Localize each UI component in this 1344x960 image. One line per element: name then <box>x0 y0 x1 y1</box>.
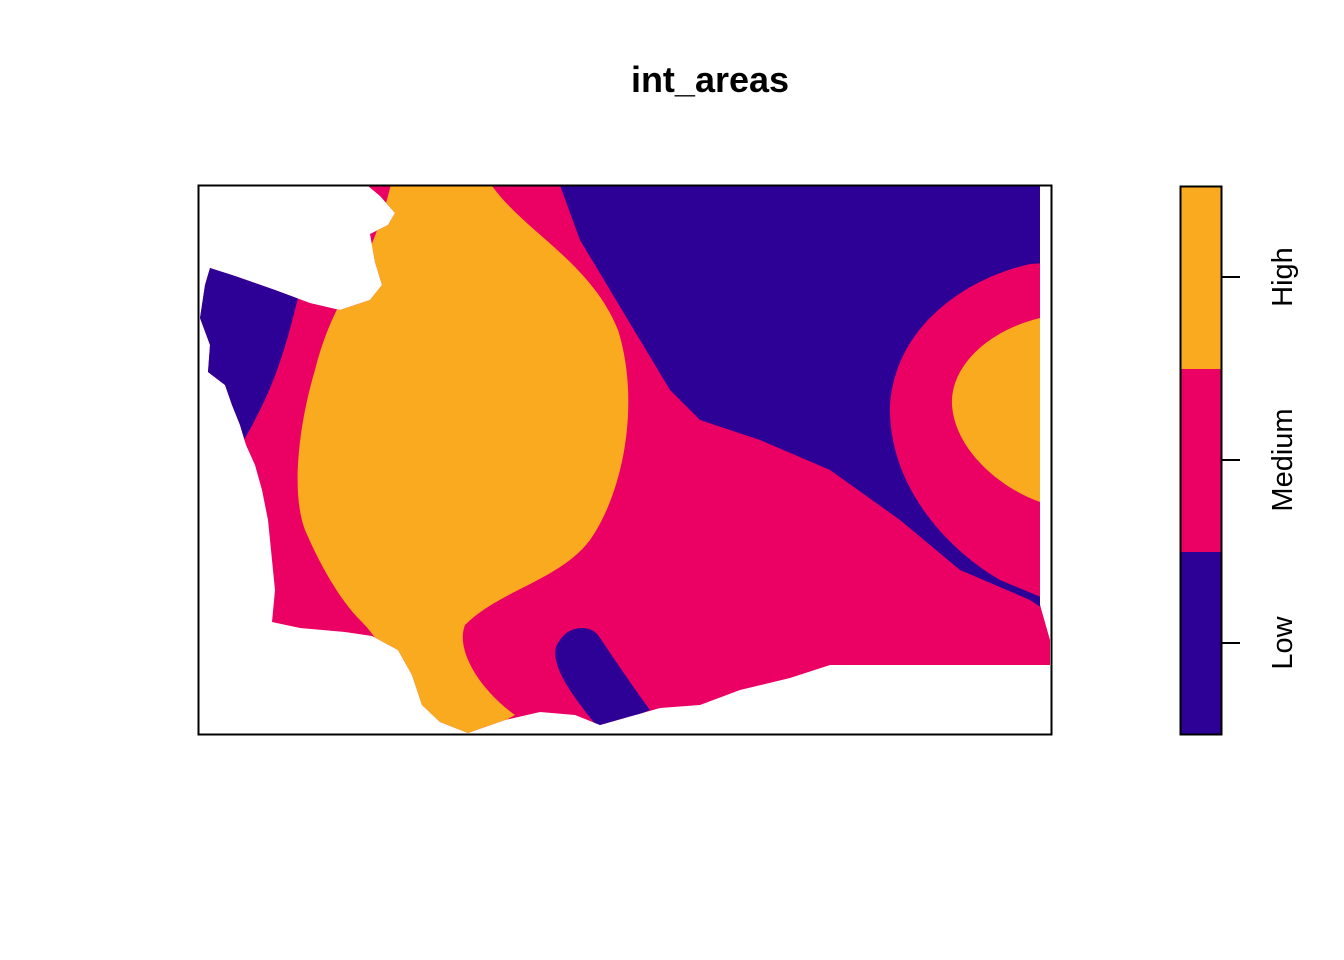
legend-label-low: Low <box>1267 615 1299 669</box>
legend-swatch-low <box>1180 552 1222 735</box>
map-title: int_areas <box>631 59 789 100</box>
map-frame <box>197 184 1053 736</box>
legend-label-medium: Medium <box>1267 408 1299 511</box>
legend-swatch-high <box>1180 186 1222 369</box>
raster-zones <box>200 186 1050 733</box>
legend-swatch-medium <box>1180 369 1222 552</box>
legend: Low Medium High <box>1179 185 1299 736</box>
legend-frame <box>1179 185 1223 736</box>
legend-label-high: High <box>1267 247 1299 307</box>
zone-high-central <box>297 186 629 733</box>
zone-high-east <box>951 318 1050 502</box>
zone-low-south-lobe <box>555 628 650 730</box>
